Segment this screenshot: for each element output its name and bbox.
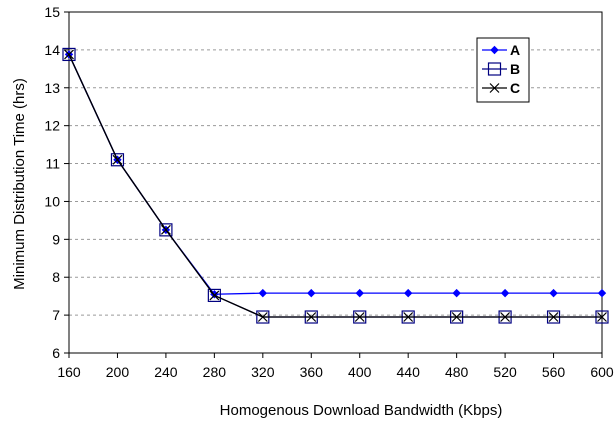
x-tick-label: 240 [154, 364, 178, 380]
axes: 6 7 8 9 10 11 12 13 14 15 160 200 240 280 320 360 400 440… [44, 4, 613, 380]
y-tick-label: 6 [52, 345, 60, 361]
data-point [403, 312, 414, 322]
data-point [355, 288, 364, 298]
series-line-c [68, 54, 602, 318]
data-point [159, 223, 173, 237]
data-point [64, 49, 74, 60]
x-tick-label: 600 [590, 364, 614, 380]
y-tick-label: 12 [44, 118, 60, 134]
y-tick-label: 8 [52, 269, 60, 285]
axis-labels: Minimum Distribution Time (hrs) Homogeno… [11, 78, 502, 419]
x-tick-label: 440 [397, 364, 421, 380]
legend-item-c: C [482, 80, 520, 96]
legend-label: C [510, 80, 520, 96]
data-point [451, 312, 462, 322]
data-point [110, 153, 125, 167]
x-tick-label: 360 [300, 364, 324, 380]
legend-item-b: B [482, 61, 520, 77]
legend-label: B [510, 61, 520, 77]
y-tick-label: 11 [45, 156, 60, 172]
y-tick-label: 14 [44, 42, 60, 58]
data-point [403, 288, 413, 298]
y-tick-label: 9 [52, 231, 60, 247]
legend-box [476, 37, 530, 103]
data-point [354, 312, 365, 322]
x-tick-label: 480 [445, 364, 469, 380]
data-point [257, 312, 268, 322]
x-tick-label: 160 [57, 364, 81, 380]
y-tick-label: 7 [52, 307, 60, 323]
x-tick-label: 280 [203, 364, 227, 380]
data-point [112, 154, 123, 165]
y-tick-label: 13 [44, 80, 60, 96]
legend: ABC [476, 37, 530, 103]
series-c [64, 49, 607, 322]
data-point [548, 312, 559, 322]
legend-marker [487, 62, 502, 76]
legend-item-a: A [482, 42, 520, 58]
legend-marker [489, 83, 500, 93]
x-tick-label: 200 [106, 364, 130, 380]
plot-area-border [68, 11, 603, 354]
data-point [307, 288, 316, 298]
data-point [160, 224, 171, 235]
legend-marker [490, 45, 499, 55]
data-point [209, 290, 220, 301]
legend-label: A [510, 42, 520, 58]
data-point [500, 288, 510, 298]
data-point [62, 47, 76, 62]
series-group [62, 47, 609, 324]
y-tick-label: 15 [44, 4, 60, 20]
y-tick-label: 10 [44, 193, 60, 209]
data-point [500, 312, 511, 322]
data-point [258, 288, 268, 298]
data-point [549, 288, 558, 298]
x-tick-label: 520 [493, 364, 517, 380]
data-point [306, 312, 317, 322]
x-tick-label: 560 [542, 364, 566, 380]
data-point [597, 288, 607, 298]
y-axis-label: Minimum Distribution Time (hrs) [11, 78, 28, 290]
data-point [597, 312, 607, 322]
x-tick-label: 320 [251, 364, 275, 380]
data-point [207, 288, 221, 303]
x-axis-label: Homogenous Download Bandwidth (Kbps) [220, 402, 503, 419]
x-tick-label: 400 [348, 364, 372, 380]
data-point [452, 288, 461, 298]
